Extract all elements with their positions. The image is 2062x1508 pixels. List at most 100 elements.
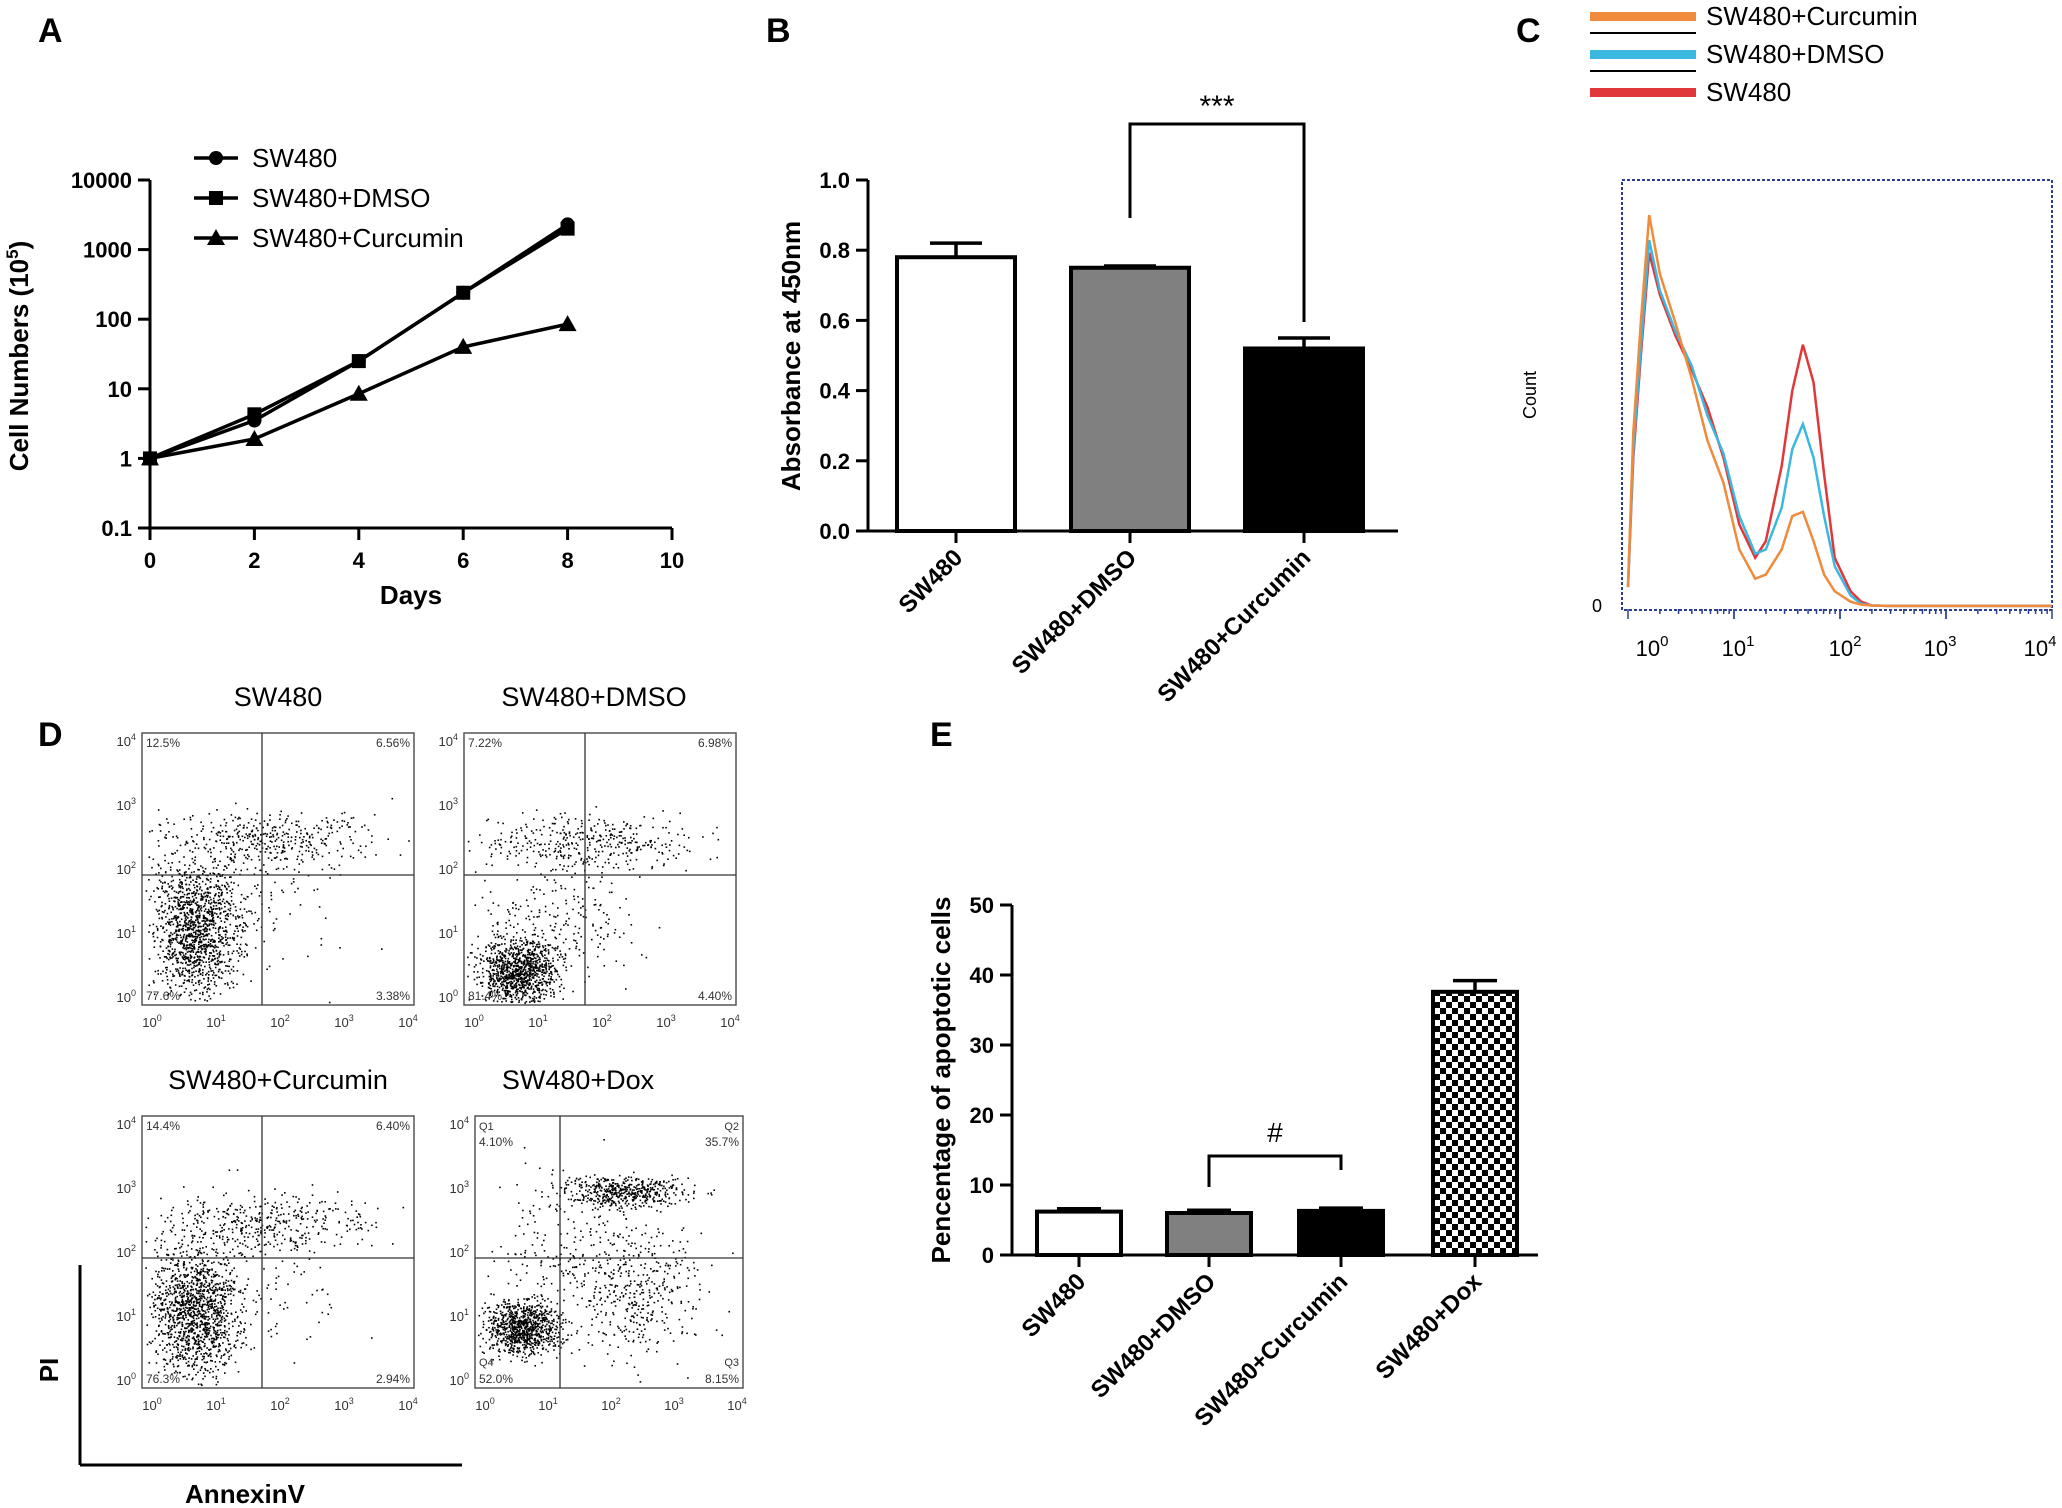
panel-d-dot xyxy=(516,932,518,934)
panel-d-dot xyxy=(187,923,190,926)
panel-d-dot xyxy=(181,1349,184,1351)
panel-d-dot xyxy=(200,909,203,912)
panel-d-dot xyxy=(246,858,249,860)
panel-d-dot xyxy=(562,857,565,860)
panel-d-dot xyxy=(560,847,562,849)
panel-d-dot xyxy=(170,990,173,992)
panel-d-dot xyxy=(174,937,177,940)
panel-d-dot xyxy=(196,916,198,919)
panel-d-dot xyxy=(205,948,207,951)
panel-d-dot xyxy=(223,1332,226,1334)
panel-d-dot xyxy=(568,848,570,850)
panel-d-dot xyxy=(533,929,536,932)
panel-d-dot xyxy=(175,835,178,837)
panel-d-dot xyxy=(468,999,471,1001)
panel-d-dot xyxy=(532,983,534,985)
panel-d-dot xyxy=(533,844,536,847)
panel-d-dot xyxy=(214,1310,217,1313)
panel-d-dot xyxy=(287,815,289,817)
panel-d-dot xyxy=(205,1322,208,1324)
panel-d-dot xyxy=(255,827,258,830)
panel-d-dot xyxy=(520,827,522,829)
panel-d-dot xyxy=(197,1338,200,1341)
panel-d-dot xyxy=(179,1287,182,1290)
panel-d-dot xyxy=(492,965,495,968)
panel-d-dot xyxy=(167,883,169,885)
panel-d-dot xyxy=(190,947,192,950)
panel-d-dot xyxy=(328,832,330,835)
panel-d-dot xyxy=(203,950,206,953)
panel-d-dot xyxy=(180,985,183,987)
panel-d-dot xyxy=(588,857,591,859)
panel-d-dot xyxy=(571,865,574,868)
panel-d-dot xyxy=(493,947,496,949)
panel-d-dot xyxy=(181,1298,184,1301)
panel-d-dot xyxy=(195,929,198,932)
panel-d-dot xyxy=(495,973,497,975)
panel-d-dot xyxy=(182,908,184,910)
panel-d-dot xyxy=(195,1340,197,1342)
panel-d-dot xyxy=(209,848,212,850)
panel-d-dot xyxy=(155,1330,158,1332)
panel-d-dot xyxy=(182,958,185,960)
panel-d-dot xyxy=(195,1284,198,1286)
panel-d-dot xyxy=(212,977,215,979)
panel-d-dot xyxy=(200,929,202,932)
panel-d-dot xyxy=(188,920,191,922)
panel-d-dot xyxy=(186,1336,188,1339)
panel-d-dot xyxy=(165,871,167,873)
panel-d-dot xyxy=(187,956,190,959)
panel-d-dot xyxy=(149,1306,151,1309)
panel-d-dot xyxy=(188,892,190,895)
panel-d-dot xyxy=(341,825,343,827)
panel-d-dot xyxy=(542,966,544,968)
panel-d-dot xyxy=(186,1300,188,1303)
panel-d-dot xyxy=(214,1361,217,1363)
panel-d-dot xyxy=(551,929,554,931)
panel-d-dot xyxy=(216,1312,218,1314)
panel-d-dot xyxy=(218,831,220,833)
panel-d-tick-exp: 0 xyxy=(479,1013,484,1023)
panel-d-dot xyxy=(480,958,482,960)
panel-d-dot xyxy=(226,965,229,967)
panel-d-dot xyxy=(524,1002,526,1004)
panel-d-dot xyxy=(626,847,629,849)
panel-d-dot xyxy=(506,969,509,972)
panel-d-dot xyxy=(166,921,169,923)
panel-d-dot xyxy=(324,917,327,919)
panel-d-dot xyxy=(532,955,535,957)
panel-d-dot xyxy=(188,1349,190,1352)
panel-d-dot xyxy=(617,843,619,846)
panel-d-dot xyxy=(180,1328,183,1331)
panel-d-dot xyxy=(217,1381,219,1383)
panel-d-dot xyxy=(202,1300,205,1302)
panel-d-dot xyxy=(178,1307,181,1310)
panel-d-dot xyxy=(168,885,171,888)
panel-d-dot xyxy=(514,953,517,956)
panel-d-dot xyxy=(234,1221,237,1223)
panel-d-dot xyxy=(183,1345,185,1348)
panel-d-dot xyxy=(205,1352,207,1354)
panel-d-dot xyxy=(215,1335,217,1338)
panel-d-dot xyxy=(231,1231,234,1234)
panel-d-dot xyxy=(191,895,194,898)
panel-d-dot xyxy=(507,990,509,992)
panel-d-dot xyxy=(183,1333,185,1335)
panel-a-series-line-sw480 xyxy=(149,222,569,461)
panel-d-dot xyxy=(220,1289,223,1291)
panel-d-dot xyxy=(196,909,198,912)
panel-d-dot xyxy=(282,850,284,852)
panel-d-dot xyxy=(523,968,525,971)
panel-d-dot xyxy=(555,843,558,846)
panel-d-dot xyxy=(220,1331,222,1334)
panel-d-dot xyxy=(232,965,235,968)
panel-d-dot xyxy=(553,993,555,995)
panel-d-q4-value: 77.6% xyxy=(146,989,180,1003)
panel-d-dot xyxy=(195,843,198,845)
panel-d-dot xyxy=(197,1334,199,1336)
panel-d-dot xyxy=(219,898,221,901)
panel-d-dot xyxy=(525,984,527,987)
panel-d-dot xyxy=(512,993,515,996)
panel-d-dot xyxy=(642,844,644,847)
panel-d-dot xyxy=(588,841,591,844)
